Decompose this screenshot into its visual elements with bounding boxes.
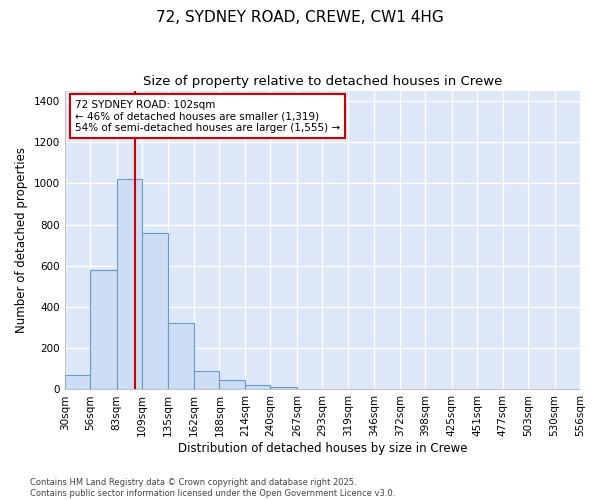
Title: Size of property relative to detached houses in Crewe: Size of property relative to detached ho… <box>143 75 502 88</box>
Bar <box>220 380 245 390</box>
Bar <box>142 233 167 390</box>
Bar <box>245 386 271 390</box>
Bar <box>65 375 90 390</box>
Bar <box>194 371 220 390</box>
Bar <box>167 324 194 390</box>
Y-axis label: Number of detached properties: Number of detached properties <box>15 147 28 333</box>
Text: 72, SYDNEY ROAD, CREWE, CW1 4HG: 72, SYDNEY ROAD, CREWE, CW1 4HG <box>156 10 444 25</box>
Bar <box>116 179 142 390</box>
Bar <box>90 270 116 390</box>
X-axis label: Distribution of detached houses by size in Crewe: Distribution of detached houses by size … <box>178 442 467 455</box>
Text: 72 SYDNEY ROAD: 102sqm
← 46% of detached houses are smaller (1,319)
54% of semi-: 72 SYDNEY ROAD: 102sqm ← 46% of detached… <box>75 100 340 132</box>
Text: Contains HM Land Registry data © Crown copyright and database right 2025.
Contai: Contains HM Land Registry data © Crown c… <box>30 478 395 498</box>
Bar <box>271 388 297 390</box>
